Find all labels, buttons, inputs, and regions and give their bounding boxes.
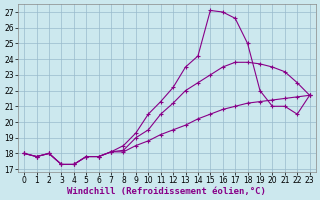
X-axis label: Windchill (Refroidissement éolien,°C): Windchill (Refroidissement éolien,°C)	[68, 187, 266, 196]
